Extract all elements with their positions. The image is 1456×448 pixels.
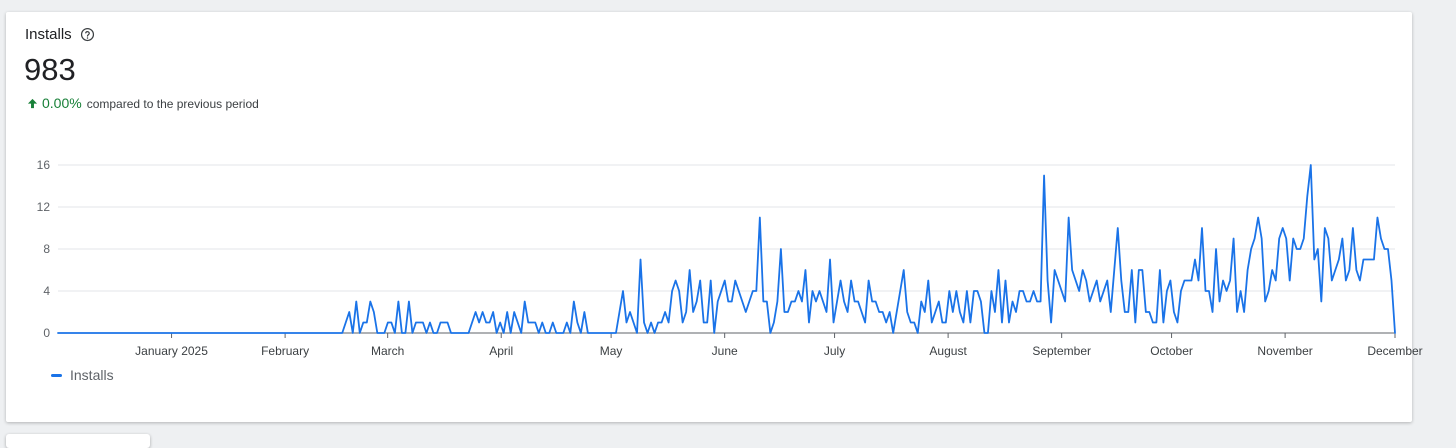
installs-card [6,12,1412,422]
x-axis-ticks: January 2025 February March April May June Jul… [135,333,1423,358]
x-tick-label: May [600,344,623,358]
y-tick-label: 0 [43,326,50,340]
y-tick-label: 12 [37,200,51,214]
x-tick-label: January 2025 [135,344,208,358]
x-tick-label: July [824,344,845,358]
y-tick-label: 8 [43,242,50,256]
legend-label-installs: Installs [70,367,114,383]
help-circle-icon[interactable] [80,27,95,42]
y-tick-label: 16 [37,158,51,172]
x-tick-label: April [489,344,513,358]
arrow-up-icon [27,96,38,109]
series-layer [57,164,1396,334]
total-installs-value: 983 [24,52,76,87]
legend-swatch [51,373,62,377]
grid-lines [58,164,1395,334]
chart-legend[interactable]: Installs [51,367,114,383]
x-tick-label: October [1150,344,1193,358]
card-header: Installs [25,26,95,43]
card-title: Installs [25,26,72,43]
installs-line-chart: 0 4 8 12 16 January 2025 February March April Ma… [37,158,1423,358]
x-tick-label: August [929,344,967,358]
x-tick-label: June [712,344,738,358]
y-axis-ticks: 0 4 8 12 16 [37,158,51,340]
x-tick-label: February [261,344,309,358]
delta-row: 0.00% compared to the previous period [27,95,259,111]
delta-percent: 0.00% [42,95,82,111]
x-tick-label: December [1367,344,1422,358]
x-tick-label: November [1257,344,1312,358]
y-tick-label: 4 [43,284,50,298]
x-tick-label: September [1032,344,1091,358]
series-line-installs [57,164,1396,334]
x-tick-label: March [371,344,404,358]
delta-description: compared to the previous period [86,97,259,111]
